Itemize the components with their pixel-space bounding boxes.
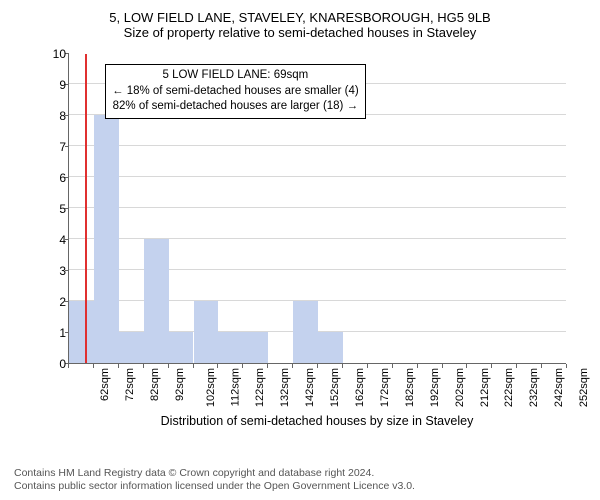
annot-line3: 82% of semi-detached houses are larger (…	[112, 99, 359, 115]
histogram-bar	[218, 332, 243, 363]
annot-line1: 5 LOW FIELD LANE: 69sqm	[112, 68, 359, 84]
x-tick-label: 92sqm	[174, 368, 186, 401]
x-tick-label: 242sqm	[553, 368, 565, 407]
histogram-bar	[194, 301, 219, 363]
x-tick-label: 142sqm	[304, 368, 316, 407]
x-tick-label: 212sqm	[479, 368, 491, 407]
x-tick-label: 112sqm	[229, 368, 241, 406]
annotation-box: 5 LOW FIELD LANE: 69sqm← 18% of semi-det…	[105, 64, 366, 119]
x-tick-label: 62sqm	[99, 368, 111, 401]
x-tick-label: 202sqm	[454, 368, 466, 407]
x-tick-label: 172sqm	[379, 368, 391, 407]
histogram-bar	[293, 301, 318, 363]
plot-region: 5 LOW FIELD LANE: 69sqm← 18% of semi-det…	[68, 54, 566, 364]
annot-line2: ← 18% of semi-detached houses are smalle…	[112, 84, 359, 100]
x-tick-label: 72sqm	[124, 368, 136, 401]
chart-container: 5, LOW FIELD LANE, STAVELEY, KNARESBOROU…	[0, 0, 600, 500]
y-tick-label: 6	[38, 171, 66, 185]
x-tick-label: 192sqm	[429, 368, 441, 407]
histogram-bar	[69, 301, 94, 363]
histogram-bar	[169, 332, 194, 363]
chart-title-desc: Size of property relative to semi-detach…	[14, 25, 586, 40]
x-tick-label: 152sqm	[329, 368, 341, 407]
y-tick-label: 1	[38, 326, 66, 340]
x-tick-label: 162sqm	[354, 368, 366, 407]
y-tick-label: 5	[38, 202, 66, 216]
footer-line1: Contains HM Land Registry data © Crown c…	[14, 467, 586, 481]
y-tick-label: 2	[38, 295, 66, 309]
histogram-bar	[119, 332, 144, 363]
chart-title-address: 5, LOW FIELD LANE, STAVELEY, KNARESBOROU…	[14, 10, 586, 25]
x-tick-label: 232sqm	[528, 368, 540, 407]
y-tick-label: 10	[38, 47, 66, 61]
y-tick-label: 7	[38, 140, 66, 154]
y-tick-label: 4	[38, 233, 66, 247]
y-tick-label: 0	[38, 357, 66, 371]
x-tick-label: 132sqm	[279, 368, 291, 407]
x-tick-label: 102sqm	[205, 368, 217, 407]
histogram-bar	[94, 115, 119, 363]
y-tick-label: 3	[38, 264, 66, 278]
reference-line	[85, 54, 87, 363]
x-tick-label: 182sqm	[404, 368, 416, 407]
x-tick-label: 122sqm	[255, 368, 267, 407]
histogram-bar	[243, 332, 268, 363]
x-axis-label: Distribution of semi-detached houses by …	[68, 414, 566, 428]
x-tick-label: 82sqm	[149, 368, 161, 401]
footer-line2: Contains public sector information licen…	[14, 480, 586, 494]
y-tick-label: 8	[38, 109, 66, 123]
histogram-bar	[318, 332, 343, 363]
y-tick-label: 9	[38, 78, 66, 92]
chart-area: Number of semi-detached properties 5 LOW…	[22, 46, 582, 416]
footer-attribution: Contains HM Land Registry data © Crown c…	[14, 467, 586, 494]
x-tick-label: 222sqm	[504, 368, 516, 407]
histogram-bar	[144, 239, 169, 363]
x-tick-label: 252sqm	[578, 368, 590, 407]
